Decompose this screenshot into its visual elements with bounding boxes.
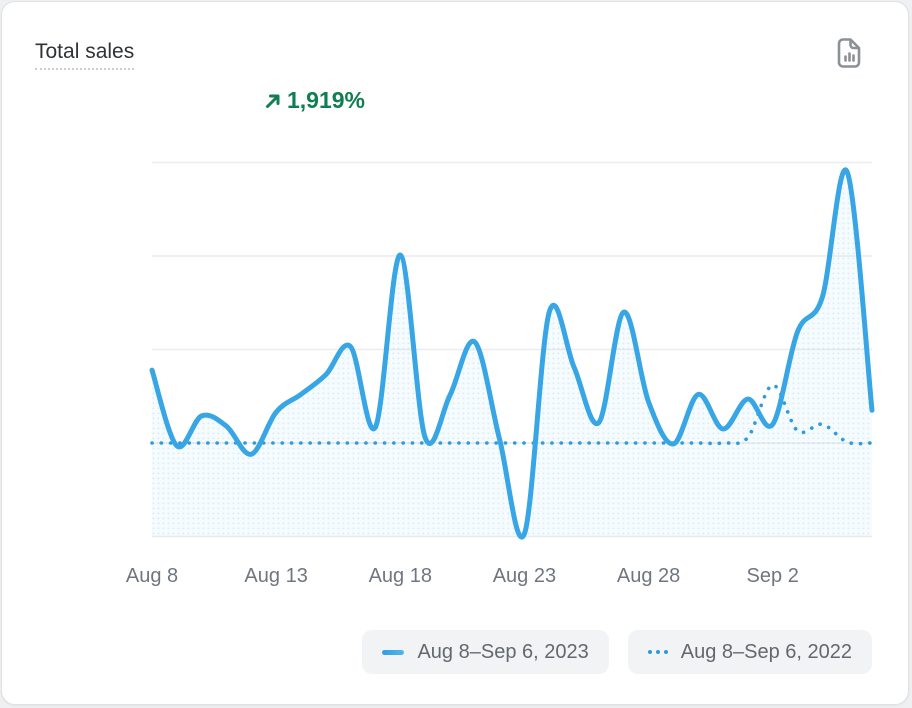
x-tick-label: Aug 23 — [492, 565, 557, 587]
trend-up-icon — [266, 94, 280, 108]
view-report-button[interactable] — [834, 36, 864, 70]
chart-legend: Aug 8–Sep 6, 2023 Aug 8–Sep 6, 2022 — [362, 630, 872, 674]
x-tick-label: Sep 2 — [746, 565, 799, 587]
card-title-label[interactable]: Total sales — [35, 40, 135, 70]
x-tick-label: Aug 28 — [616, 565, 681, 587]
solid-line-swatch — [382, 649, 405, 655]
dotted-line-swatch — [647, 650, 668, 654]
x-tick-label: Aug 18 — [368, 565, 432, 587]
legend-item-2023: Aug 8–Sep 6, 2023 — [362, 630, 609, 674]
card-title[interactable]: Total sales — [35, 39, 135, 70]
legend-item-2022: Aug 8–Sep 6, 2022 — [627, 630, 872, 674]
bar-chart-file-icon — [837, 38, 861, 68]
x-tick-label: Aug 8 — [125, 565, 179, 587]
percent-change-value: 1,919% — [287, 87, 366, 113]
legend-label-2023: Aug 8–Sep 6, 2023 — [417, 640, 589, 663]
percent-change: 1,919% — [265, 87, 365, 114]
legend-label-2022: Aug 8–Sep 6, 2022 — [680, 640, 852, 663]
x-tick-label: Aug 13 — [244, 565, 308, 587]
